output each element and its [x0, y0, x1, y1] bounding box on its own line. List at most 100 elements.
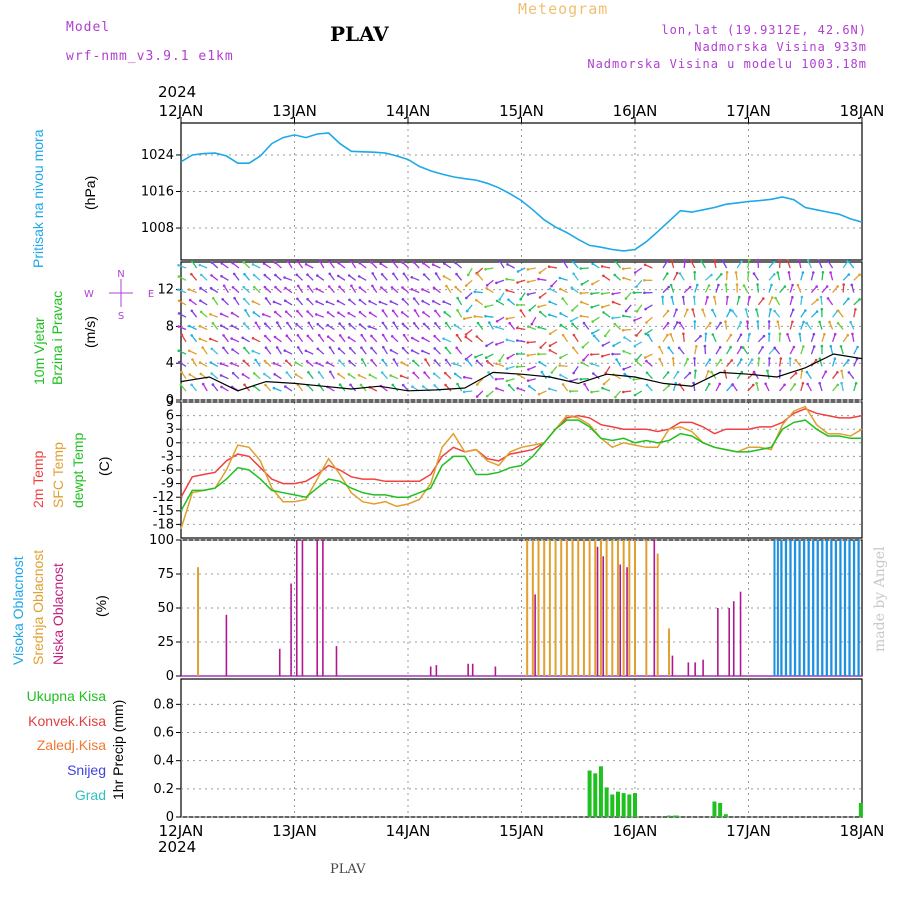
wind-arrow [831, 333, 836, 343]
wind-arrow [704, 333, 707, 342]
wind-arrow-head [315, 361, 318, 365]
wind-arrow [296, 274, 304, 281]
wind-arrow-head [484, 356, 488, 360]
wind-arrow-head [643, 279, 646, 282]
wind-arrow [190, 273, 198, 281]
wind-arrow-head [410, 349, 414, 352]
wind-arrow-head [476, 321, 480, 325]
wind-arrow-head [349, 383, 352, 387]
wind-arrow [800, 370, 803, 379]
wind-arrow [496, 279, 505, 284]
wind-arrow [570, 378, 579, 382]
wind-arrow [778, 358, 782, 367]
wind-arrow-head [466, 273, 470, 277]
wind-arrow [539, 361, 547, 367]
wind-arrow-head [571, 309, 574, 312]
wind-arrow [296, 323, 304, 330]
wind-arrow [713, 260, 717, 269]
wind-arrow [359, 311, 367, 318]
wind-arrow [548, 266, 558, 269]
wind-arrow [766, 370, 770, 379]
wind-arrow [391, 335, 399, 343]
wind-arrow [495, 378, 505, 380]
wind-arrow-head [317, 371, 321, 374]
low-cloud-bar [429, 666, 432, 676]
wind-arrow-head [220, 324, 223, 328]
wind-arrow-head [850, 283, 854, 287]
wind-arrow [382, 310, 388, 318]
wind-arrow-head [505, 277, 509, 281]
wind-arrow [800, 346, 805, 355]
precip-bar [674, 815, 679, 817]
wind-arrow [592, 263, 600, 269]
wind-arrow [517, 267, 526, 273]
wind-arrow-head [798, 332, 801, 336]
wind-arrow-head [847, 260, 851, 264]
wind-arrow-head [683, 258, 687, 262]
wind-arrow [326, 301, 335, 306]
wind-arrow-head [348, 359, 351, 363]
y-tick-label: 75 [157, 567, 174, 582]
high-cloud-bar [807, 540, 810, 676]
wind-arrow [683, 259, 686, 269]
wind-arrow-head [802, 320, 805, 324]
wind-arrow [592, 373, 600, 380]
wind-arrow [636, 279, 643, 287]
wind-arrow-head [337, 261, 341, 265]
wind-arrow-head [368, 311, 372, 315]
wind-arrow-head [658, 357, 661, 361]
wind-arrow [456, 347, 463, 355]
wind-arrow [646, 384, 653, 392]
wind-arrow [623, 315, 632, 318]
wind-arrow [275, 286, 282, 294]
wind-arrow [189, 325, 197, 331]
wind-arrow-head [465, 358, 469, 362]
wind-arrow [232, 372, 240, 380]
wind-arrow-head [242, 359, 246, 363]
wind-arrow-head [465, 296, 468, 300]
wind-arrow [329, 347, 335, 355]
wind-arrow [276, 347, 282, 355]
wind-arrow-head [788, 357, 792, 360]
wind-arrow-head [338, 383, 342, 387]
wind-arrow-head [516, 281, 519, 284]
wind-arrow [659, 358, 664, 367]
low-cloud-bar [225, 614, 228, 676]
wind-arrow-head [434, 272, 438, 275]
wind-arrow-head [712, 258, 716, 262]
wind-speed-line [180, 353, 863, 392]
wind-arrow [317, 348, 325, 355]
wind-arrow-head [719, 358, 723, 362]
wind-arrow [297, 285, 304, 293]
wind-arrow [316, 300, 325, 306]
wind-arrow-head [851, 332, 854, 336]
wind-arrow [539, 267, 547, 274]
wind-arrow [818, 321, 823, 330]
wind-arrow-head [548, 344, 552, 348]
wind-arrows [177, 258, 861, 399]
wind-arrow-head [296, 260, 300, 263]
wind-arrow-head [527, 368, 530, 371]
wind-arrow [540, 341, 547, 348]
wind-arrow [390, 300, 399, 306]
wind-arrow-head [692, 295, 696, 299]
wind-arrow-head [254, 321, 258, 325]
wind-arrow-head [711, 308, 714, 312]
wind-arrow [573, 366, 579, 374]
wind-arrow [402, 262, 410, 269]
wind-arrow-head [833, 332, 837, 336]
wind-arrow-head [505, 379, 509, 383]
compass-w: W [84, 289, 94, 300]
low-cloud-bar [494, 666, 497, 676]
wind-arrow-head [776, 271, 779, 274]
wind-arrow-head [475, 335, 479, 338]
wind-arrow [623, 390, 632, 393]
wind-arrow [673, 272, 678, 281]
wind-arrow [328, 286, 335, 294]
low-cloud-bar [717, 608, 719, 676]
wind-arrow-head [691, 308, 694, 311]
wind-arrow [832, 371, 838, 380]
low-cloud-bar [702, 659, 704, 676]
wind-arrow-head [548, 332, 552, 336]
wind-arrow [434, 335, 441, 343]
